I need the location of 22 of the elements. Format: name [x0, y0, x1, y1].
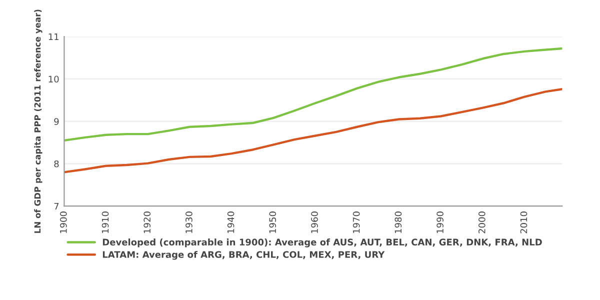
x-tick-label: 1980 [394, 212, 402, 233]
x-tick-label: 1920 [144, 212, 151, 233]
x-tick-label: 1900 [60, 212, 67, 233]
y-tick-label: 10 [48, 76, 59, 83]
y-tick-label: 11 [48, 33, 59, 40]
x-tick-label: 1990 [436, 212, 444, 233]
x-tick-label: 2000 [478, 212, 486, 234]
x-tick-label: 1960 [311, 212, 318, 233]
x-tick-label: 2010 [520, 212, 528, 234]
line-series [64, 47, 562, 142]
x-tick-label: 1970 [352, 212, 360, 233]
x-tick-label: 1910 [102, 212, 109, 233]
y-tick-label: 8 [54, 160, 59, 168]
y-tick-label: 9 [54, 118, 59, 125]
line-series [64, 88, 562, 174]
legend-label: Developed (comparable in 1900): Average of AUS, AUT, BEL, CAN, GER, DNK, FRA, NLD [102, 238, 542, 248]
x-tick-label: 1950 [269, 212, 276, 233]
x-tick-label: 1940 [227, 212, 234, 233]
y-axis-title: LN of GDP per capita PPP (2011 reference year) [34, 10, 42, 233]
x-tick-label: 1930 [186, 212, 192, 233]
legend-label: LATAM: Average of ARG, BRA, CHL, COL, MEX, PER, URY [102, 250, 385, 260]
y-tick-label: 7 [54, 202, 59, 210]
